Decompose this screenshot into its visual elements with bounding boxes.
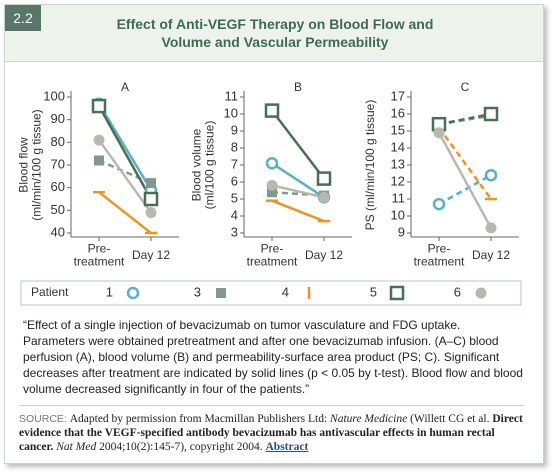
legend-marker: [126, 286, 140, 300]
source-text: Adapted by permission from Macmillan Pub…: [69, 413, 331, 425]
marker: [484, 168, 498, 182]
y-tick-label: 11: [225, 88, 239, 103]
charts: A Blood flow(ml/min/100 g tissue) 40 50 60 70…: [17, 80, 522, 306]
y-tick-label: 6: [231, 173, 238, 188]
figure-panel: 2.2 Effect of Anti-VEGF Therapy on Blood…: [4, 4, 544, 464]
marker: [267, 187, 277, 198]
legend-label: 4: [282, 284, 289, 299]
abstract-link[interactable]: Abstract: [265, 441, 309, 453]
y-tick-label: 5: [231, 190, 238, 205]
source-text: Nature Medicine: [330, 413, 408, 425]
legend-label: 1: [106, 284, 113, 299]
y-tick-label: 13: [391, 156, 405, 171]
x-tick-label: Day 12: [132, 248, 170, 262]
marker: [143, 191, 159, 207]
figure-header: 2.2 Effect of Anti-VEGF Therapy on Blood…: [5, 5, 543, 62]
legend-label: 6: [454, 284, 461, 299]
series-line: [98, 191, 152, 234]
y-tick-label: 50: [51, 202, 65, 217]
y-tick-label: 10: [391, 207, 405, 222]
x-tick-label: Day 12: [305, 248, 343, 262]
figure-title: Effect of Anti-VEGF Therapy on Blood Flo…: [116, 16, 434, 50]
marker: [145, 207, 157, 219]
series-line: [271, 184, 325, 199]
marker: [93, 134, 105, 146]
y-tick-label: 60: [51, 179, 65, 194]
legend-marker: [475, 287, 487, 299]
legend-title: Patient: [31, 285, 69, 299]
y-tick-label: 9: [231, 122, 238, 137]
x-tick-label: Pre-treatment: [247, 242, 298, 269]
y-tick-label: 100: [43, 88, 65, 103]
marker: [94, 155, 104, 166]
marker: [91, 98, 107, 114]
x-tick-label: Pre-treatment: [74, 242, 125, 269]
y-tick-label: 9: [398, 224, 405, 239]
y-tick-label: 90: [51, 111, 65, 126]
y-tick-label: 7: [231, 156, 238, 171]
y-tick-label: 10: [224, 105, 238, 120]
marker: [146, 178, 156, 189]
legend-label: 5: [370, 284, 377, 299]
series-line: [97, 139, 153, 214]
y-tick-label: 40: [51, 224, 65, 239]
series-line: [438, 112, 492, 126]
source-text: Nat Med: [56, 441, 97, 453]
caption: “Effect of a single injection of bevaciz…: [23, 318, 523, 396]
source-text: Direct evidence that the VEGF-specified …: [19, 413, 523, 453]
legend-marker: [389, 285, 405, 301]
series-line: [437, 132, 493, 229]
chart-title: A: [121, 80, 129, 94]
series-line: [271, 199, 325, 223]
series-line: [271, 109, 325, 180]
x-tick-label: Day 12: [472, 248, 510, 262]
marker: [316, 171, 332, 186]
y-tick-label: 3: [231, 224, 238, 239]
series-line: [97, 103, 153, 191]
legend-marker: [216, 288, 226, 298]
y-tick-label: 4: [231, 207, 238, 222]
y-axis-label: PS (ml/min/100 g tissue): [363, 100, 377, 231]
series-line: [437, 126, 493, 200]
series-line: [97, 105, 153, 200]
y-axis-label: Blood flow(ml/min/100 g tissue): [17, 109, 44, 220]
chart-title: C: [461, 80, 470, 94]
marker: [432, 197, 446, 211]
y-tick-label: 12: [391, 173, 405, 188]
series-line: [98, 159, 152, 185]
y-tick-label: 8: [231, 139, 238, 154]
legend-box: [20, 280, 522, 306]
y-tick-label: 17: [391, 88, 405, 103]
y-axis-label: Blood volume(ml/100 g tissue): [190, 121, 217, 210]
marker: [264, 103, 280, 118]
y-tick-label: 15: [391, 122, 405, 137]
y-tick-label: 14: [391, 139, 405, 154]
source-label: SOURCE:: [19, 413, 67, 425]
series-line: [438, 114, 492, 126]
source-text: (Willett CG et al.: [407, 413, 493, 425]
marker: [265, 157, 279, 170]
source: SOURCE: Adapted by permission from Macmi…: [19, 405, 524, 454]
x-tick-label: Pre-treatment: [414, 242, 465, 269]
marker: [318, 191, 330, 203]
figure-number: 2.2: [5, 5, 41, 31]
y-tick-label: 11: [392, 190, 406, 205]
marker: [483, 106, 499, 122]
y-tick-label: 80: [51, 134, 65, 149]
y-tick-label: 70: [51, 156, 65, 171]
marker: [433, 127, 445, 139]
y-tick-label: 16: [391, 105, 405, 120]
chart-title: B: [294, 80, 302, 94]
series-line: [271, 162, 325, 199]
legend-label: 3: [194, 284, 201, 299]
marker: [485, 222, 497, 234]
marker: [266, 179, 278, 191]
source-text: 2004;10(2):145-7), copyright 2004.: [96, 441, 266, 453]
